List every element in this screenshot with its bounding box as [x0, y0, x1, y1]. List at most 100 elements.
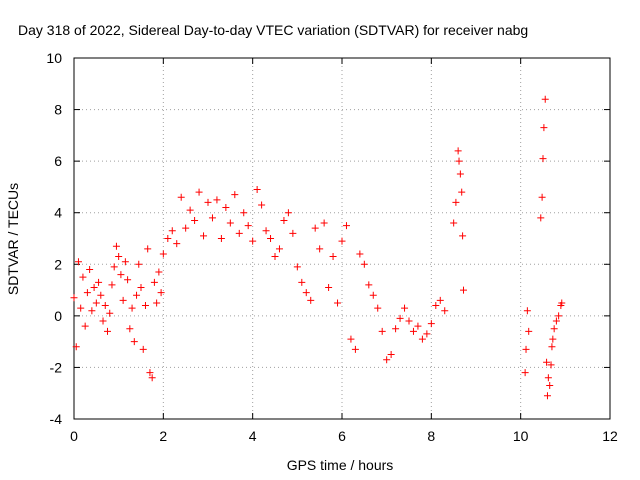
data-point [267, 235, 275, 242]
data-point [130, 338, 138, 346]
data-point [427, 320, 435, 328]
data-point [204, 198, 212, 206]
data-point [414, 322, 422, 330]
data-point [548, 343, 556, 351]
data-point [258, 201, 266, 209]
data-point [342, 222, 350, 230]
data-point [244, 222, 252, 230]
data-point [459, 232, 467, 240]
data-point [240, 209, 248, 217]
data-point [558, 299, 566, 307]
data-point [133, 291, 141, 299]
plot-frame [73, 57, 611, 420]
data-point [540, 124, 548, 132]
data-point [302, 289, 310, 297]
data-point [298, 278, 306, 286]
data-point [79, 273, 87, 281]
grid-lines [74, 58, 610, 419]
data-point [289, 229, 297, 237]
data-point [126, 325, 134, 333]
data-point [405, 317, 413, 325]
data-point [541, 95, 549, 103]
data-point [338, 237, 346, 245]
data-point [325, 283, 333, 291]
data-point [128, 304, 136, 312]
data-point [235, 229, 243, 237]
data-point [547, 361, 555, 369]
data-point [539, 155, 547, 163]
data-point [523, 307, 531, 315]
data-point [432, 302, 440, 310]
data-point [538, 193, 546, 201]
data-point [95, 278, 103, 286]
x-tick-label: 6 [338, 428, 346, 444]
data-point [77, 304, 85, 312]
data-point [452, 198, 460, 206]
data-point [157, 289, 165, 297]
data-point [543, 392, 551, 400]
data-point [356, 250, 364, 258]
data-point [401, 304, 409, 312]
data-point [213, 196, 221, 204]
x-tick-label: 12 [602, 428, 618, 444]
data-point [284, 209, 292, 217]
y-tick-label: 4 [54, 205, 62, 221]
data-point [378, 327, 386, 335]
y-tick-label: 10 [46, 50, 62, 66]
data-point [392, 325, 400, 333]
data-point [521, 369, 529, 377]
data-point [546, 381, 554, 389]
x-tick-label: 4 [249, 428, 257, 444]
data-point [117, 271, 125, 279]
data-point [72, 343, 80, 351]
data-point [334, 299, 342, 307]
x-tick-label: 8 [427, 428, 435, 444]
y-tick-label: 0 [54, 308, 62, 324]
data-point [311, 224, 319, 232]
data-point [249, 237, 257, 245]
data-point [99, 317, 107, 325]
data-point [316, 245, 324, 253]
x-tick-label: 10 [513, 428, 529, 444]
y-tick-label: -2 [50, 359, 63, 375]
data-point [148, 374, 156, 382]
data-point [135, 260, 143, 268]
data-point [280, 216, 288, 224]
data-point [458, 188, 466, 196]
data-point [543, 358, 551, 366]
data-point [144, 245, 152, 253]
data-point [168, 227, 176, 235]
data-point [262, 227, 270, 235]
data-point [522, 345, 530, 353]
y-tick-label: -4 [50, 411, 63, 427]
data-point [231, 191, 239, 199]
data-point [83, 289, 91, 297]
data-point [150, 278, 158, 286]
data-point [459, 286, 467, 294]
data-point [119, 296, 127, 304]
y-tick-label: 6 [54, 153, 62, 169]
data-point [112, 242, 120, 250]
data-point [101, 302, 109, 310]
data-point [124, 276, 132, 284]
data-point [396, 314, 404, 322]
data-point [90, 283, 98, 291]
data-point [70, 294, 78, 302]
data-point [226, 219, 234, 227]
data-point [347, 335, 355, 343]
data-point [137, 283, 145, 291]
data-point [374, 304, 382, 312]
data-points [70, 95, 566, 400]
data-point [329, 253, 337, 261]
data-point [86, 265, 94, 273]
data-point [97, 291, 105, 299]
data-point [307, 296, 315, 304]
data-point [271, 253, 279, 261]
data-point [423, 330, 431, 338]
data-point [360, 260, 368, 268]
data-point [293, 263, 301, 271]
data-point [92, 299, 100, 307]
data-point [146, 369, 154, 377]
